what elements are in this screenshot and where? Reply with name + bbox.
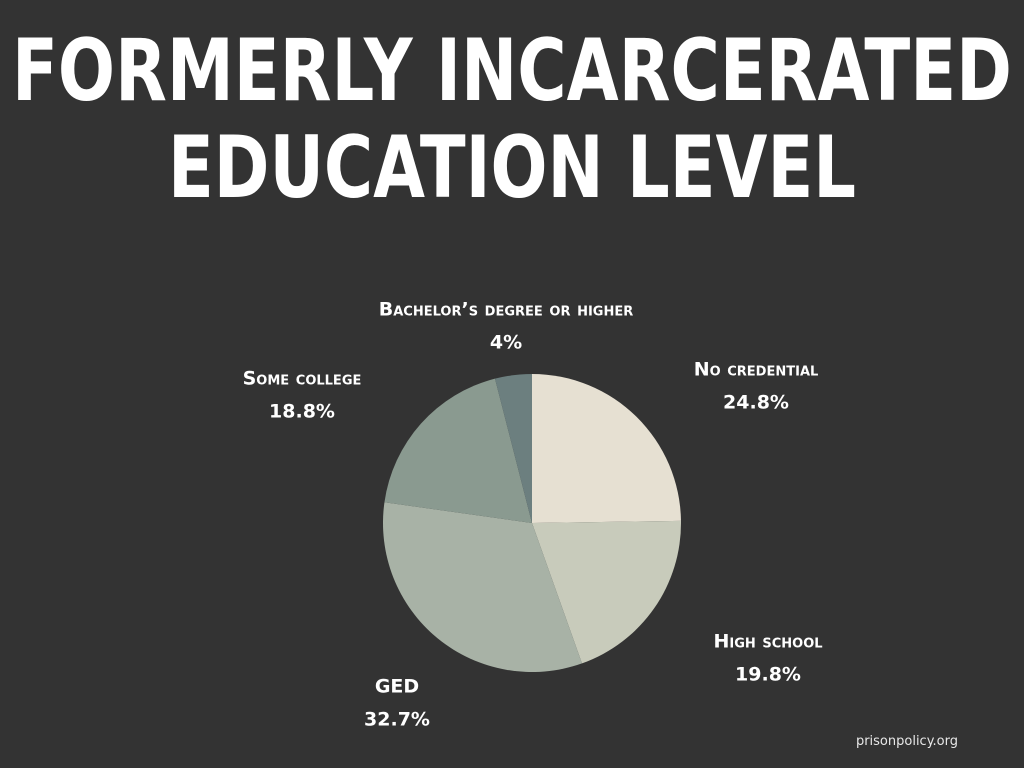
source: prisonpolicy.org: [856, 734, 958, 749]
pie-slice: [532, 520, 682, 664]
chart-title: EDUCATION LEVEL: [168, 118, 856, 218]
slice-label: GED: [375, 676, 419, 698]
slice-value-label: 19.8%: [735, 664, 801, 686]
slice-value-label: 18.8%: [269, 401, 335, 423]
slice-value-label: 24.8%: [723, 392, 789, 414]
slice-label: Bachelor’s degree or higher: [379, 299, 633, 321]
pie-slice: [494, 374, 532, 523]
pie-slice: [532, 374, 681, 523]
pie-slice: [383, 502, 582, 672]
slice-label: High school: [713, 631, 822, 653]
slice-value-label: 32.7%: [364, 709, 430, 731]
chart-title: FORMERLY INCARCERATED: [12, 21, 1012, 121]
slice-label: No credential: [694, 359, 819, 381]
slice-label: Some college: [243, 368, 362, 390]
pie-slice: [384, 378, 532, 523]
slice-value-label: 4%: [490, 332, 522, 354]
